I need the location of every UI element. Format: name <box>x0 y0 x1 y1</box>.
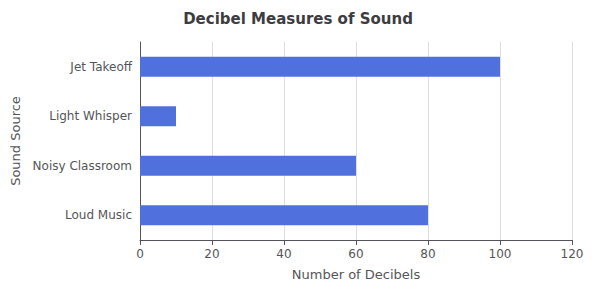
svg-text:0: 0 <box>136 247 144 261</box>
svg-text:60: 60 <box>348 247 363 261</box>
svg-text:Number of Decibels: Number of Decibels <box>292 267 421 282</box>
svg-text:80: 80 <box>420 247 435 261</box>
svg-text:40: 40 <box>276 247 291 261</box>
svg-text:Decibel Measures of Sound: Decibel Measures of Sound <box>183 10 413 28</box>
svg-text:Light Whisper: Light Whisper <box>49 109 132 123</box>
svg-text:100: 100 <box>489 247 512 261</box>
svg-text:Loud Music: Loud Music <box>65 208 132 222</box>
svg-text:Sound Source: Sound Source <box>8 96 23 186</box>
svg-text:Jet Takeoff: Jet Takeoff <box>69 60 132 74</box>
svg-text:Noisy Classroom: Noisy Classroom <box>33 159 132 173</box>
svg-text:120: 120 <box>561 247 584 261</box>
svg-text:20: 20 <box>204 247 219 261</box>
